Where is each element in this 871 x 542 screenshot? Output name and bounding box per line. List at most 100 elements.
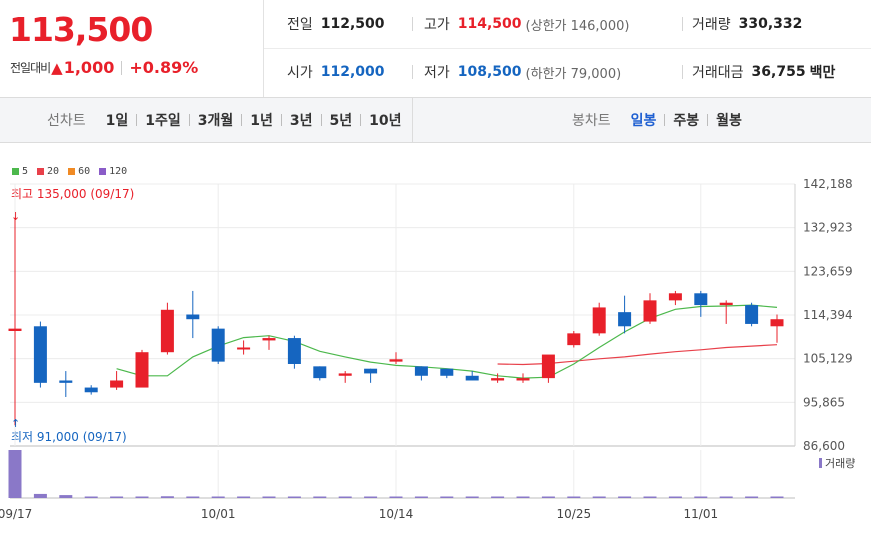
line-chart-title: 선차트 bbox=[47, 113, 86, 129]
volume-bar bbox=[211, 496, 225, 498]
y-tick-label: 86,600 bbox=[803, 439, 845, 453]
period-5y[interactable]: 5년 bbox=[329, 113, 353, 129]
change-amount: 1,000 bbox=[63, 58, 115, 77]
candle-body bbox=[364, 368, 378, 374]
amount-unit: 백만 bbox=[809, 65, 836, 81]
open-value: 112,000 bbox=[320, 64, 385, 80]
volume-bar bbox=[287, 496, 301, 498]
candle-body bbox=[84, 387, 98, 393]
legend-swatch bbox=[12, 168, 19, 175]
volume-bar bbox=[237, 496, 251, 498]
candle-chart-periods: 봉차트 일봉 주봉 월봉 bbox=[572, 98, 750, 142]
divider bbox=[682, 65, 683, 79]
candle-body bbox=[262, 338, 276, 341]
candle-body bbox=[237, 347, 251, 350]
ma20-line bbox=[497, 344, 778, 366]
x-tick-label: 09/17 bbox=[0, 507, 32, 521]
x-tick-label: 10/25 bbox=[557, 507, 592, 521]
legend-ma120: 120 bbox=[99, 166, 127, 177]
stock-summary: 113,500 전일대비 ▲ 1,000 +0.89% 전일 112,500 고… bbox=[0, 0, 871, 97]
volume-bar bbox=[160, 496, 174, 498]
volume-legend-label: 거래량 bbox=[825, 457, 856, 470]
legend-swatch bbox=[37, 168, 45, 175]
candle-body bbox=[211, 328, 225, 362]
candle-body bbox=[719, 302, 733, 306]
volume-bar bbox=[694, 496, 708, 498]
y-tick-label: 105,129 bbox=[803, 352, 853, 366]
quote-info: 전일 112,500 고가 114,500 (상한가 146,000) 거래량 … bbox=[264, 0, 871, 97]
low-note: 최저 91,000 (09/17) bbox=[11, 430, 127, 444]
divider bbox=[188, 114, 190, 126]
period-3m[interactable]: 3개월 bbox=[197, 113, 234, 129]
candle-body bbox=[414, 366, 428, 376]
period-1d[interactable]: 1일 bbox=[105, 113, 129, 129]
period-3y[interactable]: 3년 bbox=[289, 113, 313, 129]
volume-bar bbox=[338, 496, 352, 498]
volume-bar bbox=[59, 495, 73, 498]
down-arrow-icon: ↓ bbox=[11, 210, 20, 223]
candle-chart-title: 봉차트 bbox=[572, 113, 611, 129]
high-note: 최고 135,000 (09/17) bbox=[11, 187, 135, 201]
tab-monthly[interactable]: 월봉 bbox=[716, 113, 742, 129]
period-1w[interactable]: 1주일 bbox=[145, 113, 181, 129]
amount-value: 36,755 bbox=[751, 64, 806, 80]
volume-bar bbox=[770, 496, 784, 498]
divider bbox=[121, 60, 123, 75]
divider bbox=[320, 114, 322, 126]
volume-bar bbox=[364, 496, 378, 498]
divider bbox=[412, 65, 413, 79]
legend-ma60: 60 bbox=[68, 166, 90, 177]
divider bbox=[707, 114, 709, 126]
legend-label: 20 bbox=[47, 166, 60, 177]
legend-swatch bbox=[819, 458, 822, 468]
period-10y[interactable]: 10년 bbox=[369, 113, 402, 129]
ma-legend: 5 20 60 120 bbox=[12, 166, 136, 177]
current-price: 113,500 bbox=[9, 10, 153, 49]
divider bbox=[412, 17, 413, 31]
volume-bar bbox=[643, 496, 657, 498]
quote-row-1: 전일 112,500 고가 114,500 (상한가 146,000) 거래량 … bbox=[264, 0, 871, 49]
y-tick-label: 123,659 bbox=[803, 264, 853, 278]
divider bbox=[664, 114, 666, 126]
volume-value: 330,332 bbox=[738, 16, 803, 32]
divider bbox=[241, 114, 243, 126]
volume-bar bbox=[33, 493, 47, 498]
volume-info: 거래량 330,332 bbox=[692, 0, 802, 48]
period-1y[interactable]: 1년 bbox=[250, 113, 273, 129]
volume-bar bbox=[541, 496, 555, 498]
candlestick-chart[interactable]: 142,188 132,923 123,659 114,394 105,129 95,86… bbox=[0, 141, 871, 542]
high-label: 고가 bbox=[424, 17, 450, 33]
candle-body bbox=[313, 366, 327, 379]
divider bbox=[280, 114, 282, 126]
volume-bar bbox=[567, 496, 581, 498]
prev-close-value: 112,500 bbox=[320, 16, 385, 32]
ma5-line bbox=[116, 304, 778, 379]
candle-body bbox=[643, 300, 657, 322]
volume-bar bbox=[389, 496, 403, 498]
legend-label: 5 bbox=[22, 166, 29, 177]
candle-body bbox=[33, 326, 47, 383]
candle-body bbox=[770, 319, 784, 327]
amount-label: 거래대금 bbox=[692, 65, 744, 81]
volume-bar bbox=[84, 496, 98, 498]
change-label: 전일대비 bbox=[10, 61, 51, 75]
volume-bar bbox=[465, 496, 479, 498]
legend-label: 120 bbox=[109, 166, 128, 177]
volume-bar bbox=[592, 496, 606, 498]
x-tick-label: 10/14 bbox=[379, 507, 414, 521]
candle-body bbox=[592, 307, 606, 334]
tab-weekly[interactable]: 주봉 bbox=[673, 113, 700, 129]
quote-row-2: 시가 112,000 저가 108,500 (하한가 79,000) 거래대금 … bbox=[264, 48, 871, 96]
candle-body bbox=[567, 333, 581, 346]
tab-daily[interactable]: 일봉 bbox=[630, 113, 657, 129]
x-tick-label: 11/01 bbox=[684, 507, 719, 521]
divider bbox=[412, 98, 413, 142]
divider bbox=[360, 114, 362, 126]
candle-body bbox=[516, 378, 530, 381]
y-tick-label: 95,865 bbox=[803, 395, 845, 409]
up-triangle-icon: ▲ bbox=[51, 58, 63, 77]
candle-body bbox=[491, 378, 505, 381]
volume-bar bbox=[668, 496, 682, 498]
prev-close: 전일 112,500 bbox=[287, 0, 385, 48]
day-low: 저가 108,500 (하한가 79,000) bbox=[424, 48, 621, 96]
